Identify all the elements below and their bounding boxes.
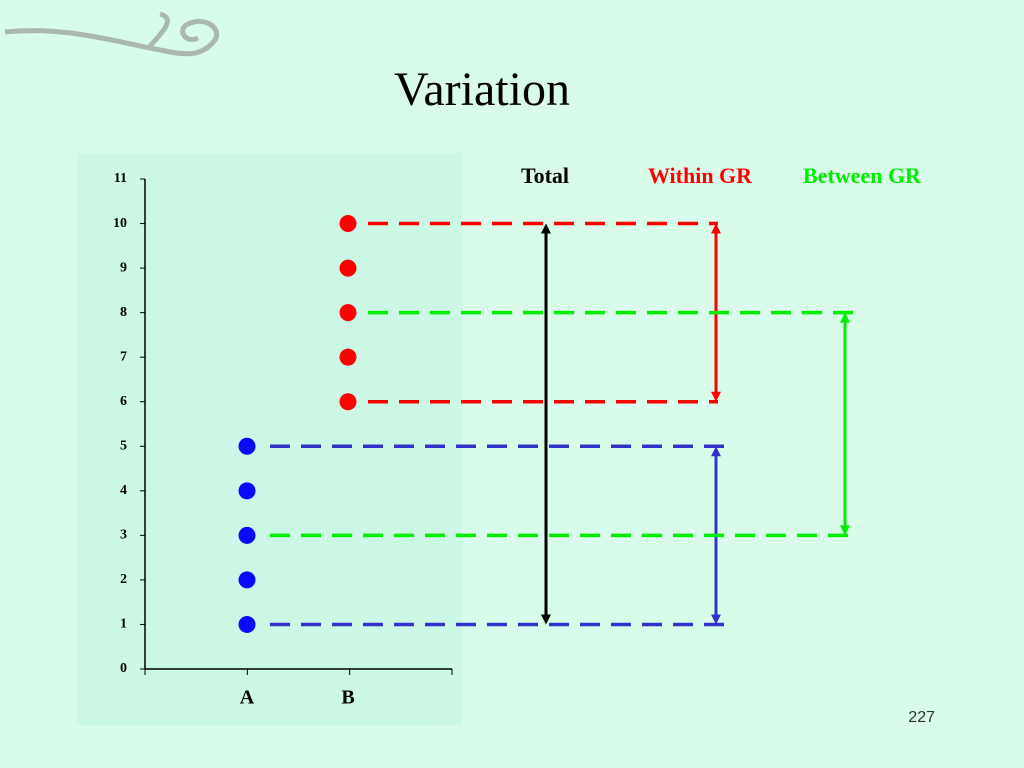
y-tick-label: 2: [120, 572, 127, 587]
dot: [339, 215, 357, 233]
bracket-label: Total: [521, 163, 569, 188]
dot: [238, 482, 256, 500]
page-number: 227: [908, 709, 935, 726]
dot: [238, 437, 256, 455]
arrow-head: [840, 525, 850, 536]
arrow-head: [711, 446, 721, 457]
y-tick-label: 7: [120, 349, 127, 364]
y-tick-label: 3: [120, 528, 127, 543]
dot: [238, 615, 256, 633]
y-tick-label: 6: [120, 394, 127, 409]
dot: [339, 348, 357, 366]
y-tick-label: 9: [120, 260, 127, 275]
dot: [339, 304, 357, 322]
y-tick-label: 11: [114, 171, 127, 186]
y-tick-label: 8: [120, 305, 127, 320]
x-tick-label: A: [240, 687, 255, 709]
arrow-head: [541, 614, 551, 625]
arrow-head: [711, 614, 721, 625]
y-tick-label: 0: [120, 661, 127, 676]
dot: [238, 571, 256, 589]
y-tick-label: 4: [120, 483, 127, 498]
y-tick-label: 10: [113, 216, 127, 231]
y-tick-label: 1: [120, 617, 127, 632]
bracket-label: Within GR: [648, 163, 753, 188]
y-tick-label: 5: [120, 438, 127, 453]
arrow-head: [711, 223, 721, 234]
bracket-label: Between GR: [803, 163, 922, 188]
dot: [339, 259, 357, 277]
dot: [339, 393, 357, 411]
arrow-head: [711, 391, 721, 402]
arrow-head: [840, 312, 850, 323]
x-tick-label: B: [341, 687, 354, 709]
logo: [4, 11, 220, 57]
dot: [238, 526, 256, 544]
plot-panel: [77, 153, 462, 725]
slide-title: Variation: [394, 63, 570, 116]
arrow-head: [541, 223, 551, 234]
